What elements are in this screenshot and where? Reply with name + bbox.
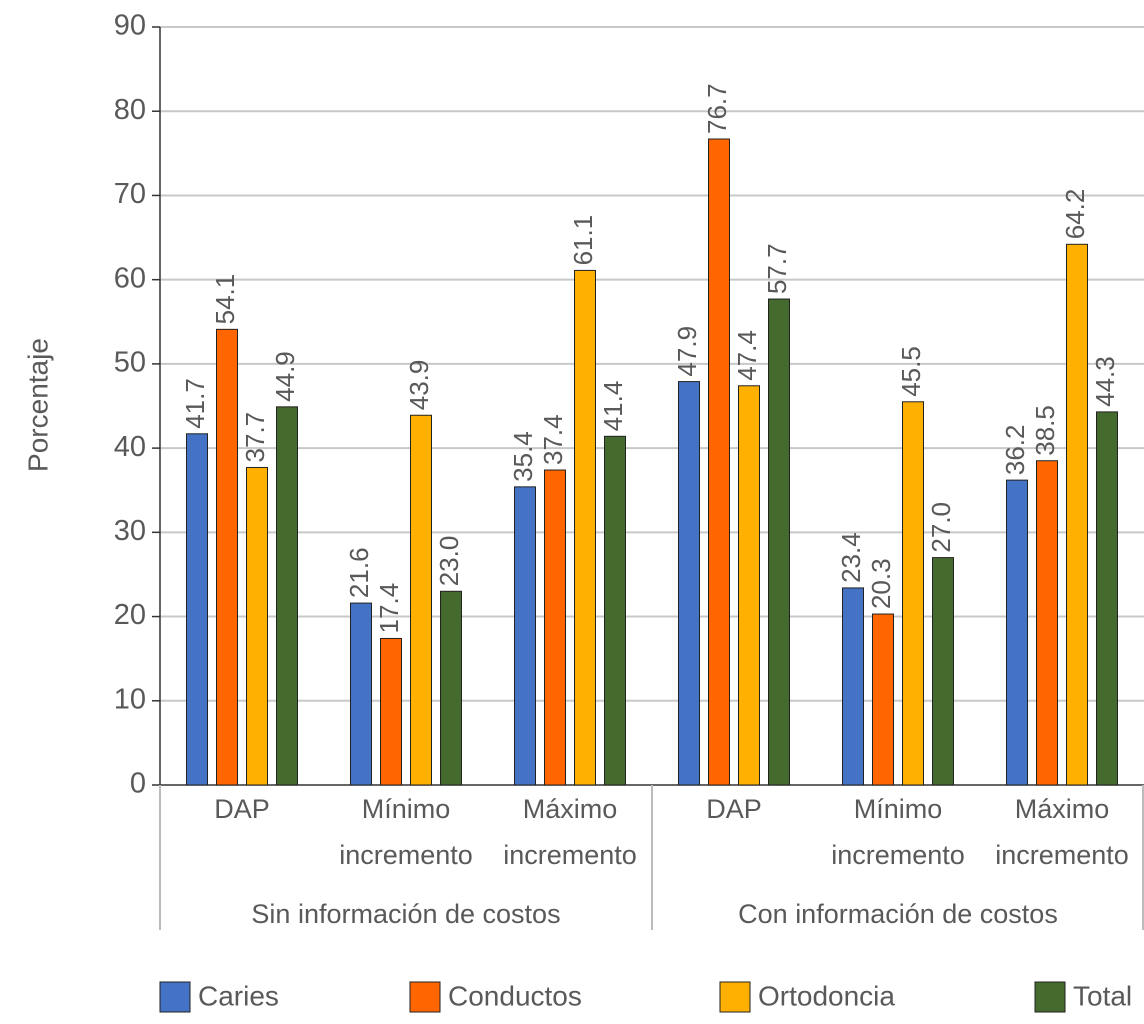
- value-label: 45.5: [896, 346, 926, 397]
- y-tick-label: 50: [114, 347, 146, 379]
- value-label: 43.9: [404, 360, 434, 411]
- bar: [276, 406, 298, 786]
- bar: [1006, 479, 1028, 786]
- value-label: 38.5: [1030, 405, 1060, 456]
- y-tick-label: 70: [114, 178, 146, 210]
- bar: [738, 385, 760, 786]
- legend-swatch: [719, 981, 751, 1013]
- value-label: 61.1: [568, 215, 598, 266]
- value-label: 37.7: [240, 412, 270, 463]
- bar: [350, 602, 372, 786]
- group-label: Sin información de costos: [251, 899, 560, 929]
- bar: [574, 269, 596, 786]
- y-tick-label: 90: [114, 10, 146, 42]
- value-label: 23.0: [434, 536, 464, 587]
- bar: [932, 557, 954, 786]
- y-tick-label: 60: [114, 262, 146, 294]
- value-label: 21.6: [344, 547, 374, 598]
- y-tick-label: 40: [114, 431, 146, 463]
- value-label: 27.0: [926, 502, 956, 553]
- legend-label: Conductos: [448, 980, 582, 1011]
- y-tick-label: 0: [130, 768, 146, 800]
- value-label: 17.4: [374, 583, 404, 634]
- bar: [902, 401, 924, 786]
- bar: [544, 469, 566, 786]
- value-label: 57.7: [762, 243, 792, 294]
- bar: [380, 637, 402, 786]
- group-label: Con información de costos: [738, 899, 1058, 929]
- bar: [216, 328, 238, 786]
- y-tick-label: 30: [114, 515, 146, 547]
- value-label: 47.4: [732, 330, 762, 381]
- legend-label: Ortodoncia: [758, 980, 895, 1011]
- y-tick-label: 20: [114, 599, 146, 631]
- value-label: 44.9: [270, 351, 300, 402]
- value-label: 64.2: [1060, 189, 1090, 240]
- y-tick-label: 10: [114, 683, 146, 715]
- y-axis-title: Porcentaje: [22, 338, 53, 472]
- bar: [678, 381, 700, 786]
- bar: [872, 613, 894, 786]
- value-label: 37.4: [538, 414, 568, 465]
- value-label: 41.7: [180, 378, 210, 429]
- bar: [1036, 460, 1058, 786]
- bar: [440, 590, 462, 786]
- x-tick-label: DAP: [706, 794, 762, 824]
- bar: [708, 138, 730, 786]
- value-label: 41.4: [598, 381, 628, 432]
- bar: [186, 433, 208, 786]
- value-label: 54.1: [210, 274, 240, 325]
- x-tick-label: DAP: [214, 794, 270, 824]
- legend-label: Caries: [198, 980, 279, 1011]
- value-label: 35.4: [508, 431, 538, 482]
- value-label: 76.7: [702, 83, 732, 134]
- bar: [1096, 411, 1118, 786]
- value-label: 20.3: [866, 558, 896, 609]
- x-tick-label: Mínimo incremento: [831, 794, 965, 870]
- y-tick-label: 80: [114, 94, 146, 126]
- value-label: 23.4: [836, 532, 866, 583]
- x-tick-label: Mínimo incremento: [339, 794, 473, 870]
- bar: [246, 466, 268, 786]
- x-tick-label: Máximo incremento: [503, 794, 637, 870]
- bar: [768, 298, 790, 786]
- value-label: 44.3: [1090, 356, 1120, 407]
- value-label: 36.2: [1000, 425, 1030, 476]
- legend-swatch: [409, 981, 441, 1013]
- legend-label: Total: [1073, 980, 1132, 1011]
- bar: [410, 414, 432, 786]
- bar: [842, 587, 864, 786]
- bar: [514, 486, 536, 786]
- legend-swatch: [1034, 981, 1066, 1013]
- legend-swatch: [159, 981, 191, 1013]
- value-label: 47.9: [672, 326, 702, 377]
- x-tick-label: Máximo incremento: [995, 794, 1129, 870]
- bar: [1066, 243, 1088, 786]
- bar: [604, 435, 626, 786]
